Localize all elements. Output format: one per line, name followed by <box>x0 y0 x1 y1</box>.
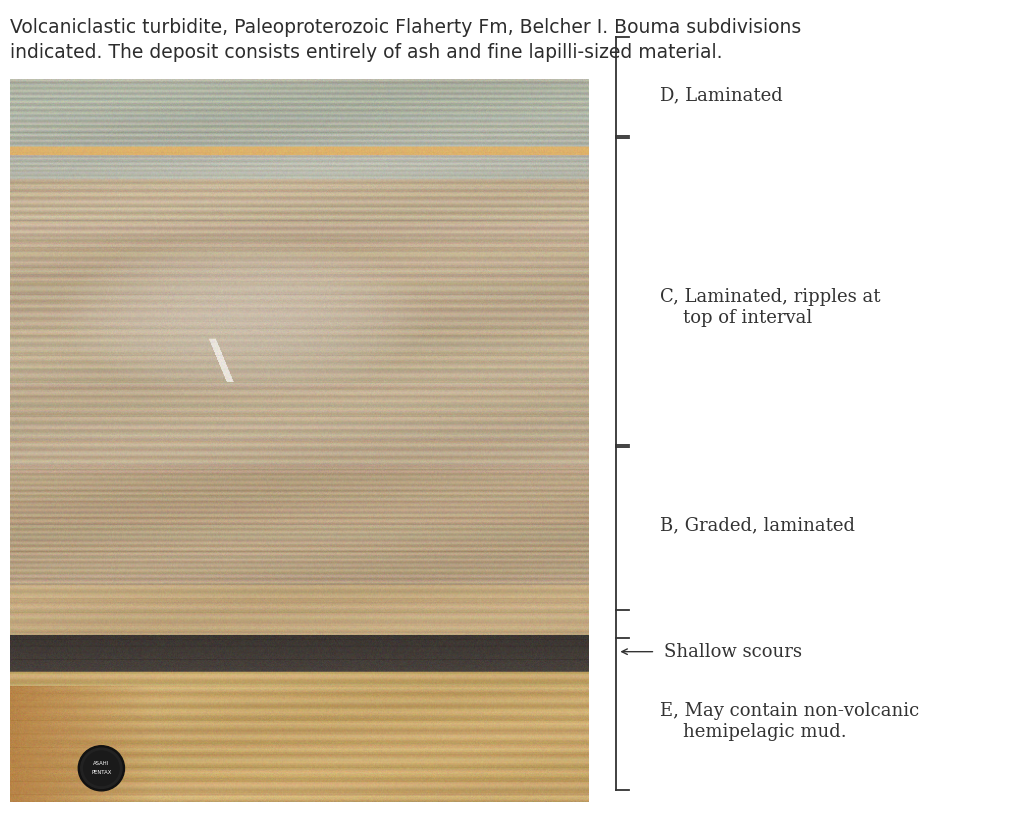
Circle shape <box>78 746 125 791</box>
Text: Volcaniclastic turbidite, Paleoproterozoic Flaherty Fm, Belcher I. Bouma subdivi: Volcaniclastic turbidite, Paleoproterozo… <box>10 18 802 37</box>
Text: PENTAX: PENTAX <box>91 770 112 775</box>
Text: ASAHI: ASAHI <box>93 761 110 766</box>
Text: D, Laminated: D, Laminated <box>660 86 783 104</box>
Text: indicated. The deposit consists entirely of ash and fine lapilli-sized material.: indicated. The deposit consists entirely… <box>10 43 723 62</box>
Circle shape <box>84 751 119 786</box>
Text: E, May contain non-volcanic
    hemipelagic mud.: E, May contain non-volcanic hemipelagic … <box>660 702 920 740</box>
Text: Shallow scours: Shallow scours <box>664 643 802 661</box>
Text: C, Laminated, ripples at
    top of interval: C, Laminated, ripples at top of interval <box>660 289 881 327</box>
Circle shape <box>81 748 122 788</box>
Text: B, Graded, laminated: B, Graded, laminated <box>660 516 855 534</box>
